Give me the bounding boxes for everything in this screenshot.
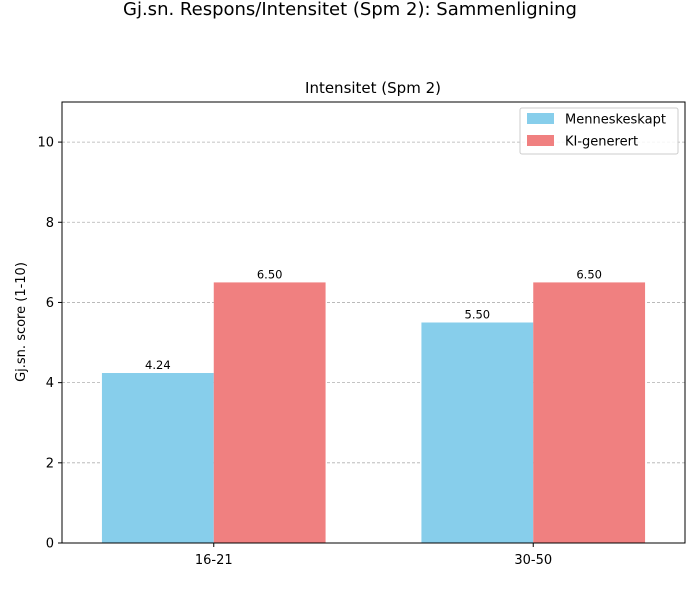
bars (101, 282, 646, 543)
y-tick-label: 6 (46, 296, 54, 311)
bar-value-label: 5.50 (465, 308, 491, 322)
y-tick-label: 4 (46, 376, 54, 391)
bar-value-label: 6.50 (576, 267, 602, 281)
bar-ki-generert-30-50 (533, 282, 646, 543)
x-axis-ticks: 16-21 30-50 (195, 543, 552, 568)
y-axis-label: Gj.sn. score (1-10) (14, 262, 29, 382)
plot-frame (61, 101, 686, 544)
legend-entry: Menneskeskapt (565, 113, 666, 128)
bar-menneskeskapt-30-50 (421, 322, 534, 543)
y-tick-label: 8 (46, 216, 54, 231)
y-axis-ticks: 0 2 4 6 8 10 (37, 136, 62, 552)
y-tick-label: 10 (37, 136, 54, 151)
y-tick-label: 2 (46, 456, 54, 471)
legend-swatch (527, 135, 554, 146)
bar-value-label: 6.50 (257, 267, 283, 281)
bar-value-label: 4.24 (145, 358, 171, 372)
legend-swatch (527, 113, 554, 124)
grid-lines (62, 141, 685, 464)
bar-menneskeskapt-16-21 (101, 373, 214, 543)
x-tick-label: 16-21 (195, 553, 233, 568)
x-tick-label: 30-50 (514, 553, 552, 568)
legend: Menneskeskapt KI-generert (519, 107, 679, 155)
figure-suptitle: Gj.sn. Respons/Intensitet (Spm 2): Samme… (123, 0, 577, 20)
value-labels: 4.24 6.50 5.50 6.50 (145, 267, 602, 372)
bar-ki-generert-16-21 (213, 282, 326, 543)
chart-title: Intensitet (Spm 2) (305, 79, 441, 97)
legend-box (519, 107, 679, 155)
legend-entry: KI-generert (565, 135, 638, 150)
y-tick-label: 0 (46, 537, 54, 552)
